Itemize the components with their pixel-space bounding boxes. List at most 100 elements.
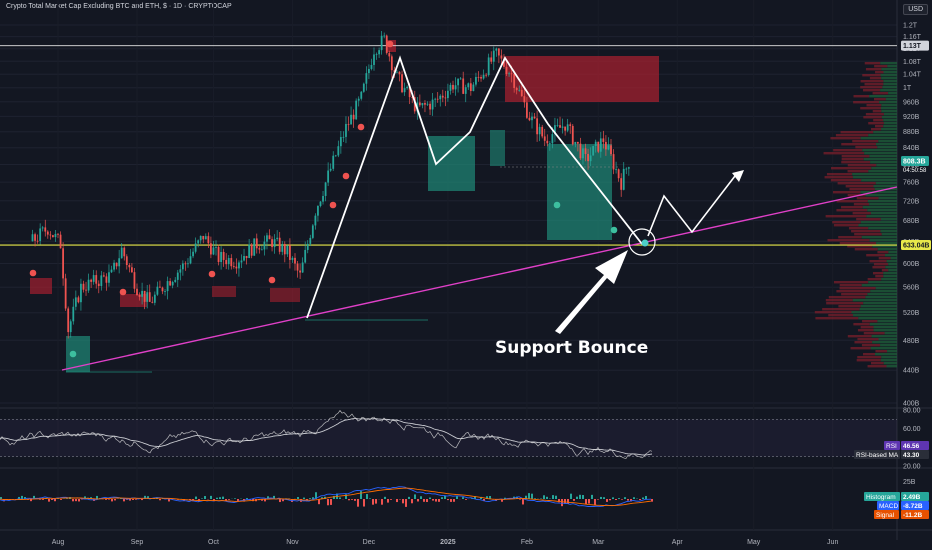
macd-histogram-bar [519,499,521,500]
macd-histogram-bar [411,499,413,504]
profile-buy-bar [886,260,897,263]
macd-histogram-bar [600,496,602,499]
candle-body [281,243,284,252]
candle-body [625,168,628,170]
candle-body [276,237,279,240]
profile-buy-bar [861,236,897,239]
candle-body [526,102,528,118]
macd-histogram-bar [141,499,143,501]
candle-body [457,78,459,86]
profile-sell-bar [833,281,869,284]
profile-sell-bar [847,170,869,173]
profile-buy-bar [869,239,897,242]
profile-buy-bar [871,167,897,170]
price-tick-label: 680B [903,218,920,225]
price-tick-label: 1.04T [903,72,922,79]
profile-buy-bar [868,170,897,173]
profile-buy-bar [883,113,897,116]
profile-buy-bar [871,335,897,338]
candle-body [220,251,222,263]
profile-sell-bar [863,332,885,335]
candle-body [523,96,526,103]
profile-buy-bar [860,305,897,308]
candle-body [238,262,240,269]
profile-sell-bar [861,344,881,347]
candle-body [31,234,34,242]
candle-body [411,97,414,98]
candle-body [317,206,319,216]
profile-sell-bar [852,140,879,143]
macd-histogram-bar [303,497,305,499]
price-label-support: 633.04B [903,243,929,250]
candle-body [380,35,383,51]
macd-histogram-bar [345,494,347,499]
candle-body [212,247,215,255]
candle-body [69,321,72,333]
candle-body [497,48,500,56]
profile-sell-bar [862,353,875,356]
candle-body [441,95,444,98]
candle-body [148,292,151,302]
signal-legend-value-bg [901,510,929,519]
profile-buy-bar [883,272,897,275]
price-tick-label: 1.2T [903,23,918,30]
profile-sell-bar [845,185,874,188]
profile-sell-bar [856,218,881,221]
macd-histogram-bar [570,493,572,499]
profile-sell-bar [872,110,882,113]
profile-sell-bar [866,254,885,257]
profile-sell-bar [872,92,889,95]
macd-histogram-bar [642,497,644,499]
candle-body [452,84,454,90]
lines-layer [0,45,898,373]
candle-body [515,87,518,91]
profile-buy-bar [881,68,897,71]
support-trendline [61,186,898,371]
profile-buy-bar [883,83,897,86]
profile-buy-bar [869,155,897,158]
macd-histogram-bar [363,499,365,507]
candle-body [355,100,358,120]
bounce-marker [641,239,649,247]
sell-signal-dot [268,276,276,284]
profile-sell-bar [839,242,877,245]
profile-sell-bar [871,128,882,131]
profile-buy-bar [864,152,897,155]
macd-histogram-bar [405,499,407,507]
candle-body [304,249,307,263]
macd-line [0,486,652,507]
macd-histogram-bar [381,499,383,505]
macd-histogram-bar [384,496,386,499]
candle-body [602,138,605,142]
candle-body [520,89,523,97]
candle-body [171,281,174,286]
candle-body [375,54,378,56]
candle-body [146,292,149,302]
rsi-legend-bg [884,441,900,450]
profile-buy-bar [880,218,897,221]
currency-button[interactable]: USD [903,4,928,15]
candle-body [159,286,161,288]
macd-histogram-bar [315,492,317,499]
profile-buy-bar [852,299,897,302]
candle-body [95,275,98,284]
price-label-level-high: 1.13T [903,43,922,50]
macd-histogram-bar [573,499,575,501]
profile-sell-bar [874,65,888,68]
profile-sell-bar [830,137,861,140]
candle-body [118,258,121,267]
macd-histogram-bar [525,495,527,499]
rsi-line [0,409,653,459]
macd-histogram-bar [360,491,362,499]
macd-histogram-bar [579,494,581,499]
candle-body [599,138,602,152]
profile-buy-bar [879,101,897,104]
macd-histogram-bar [261,499,263,501]
supply-zone [30,278,52,294]
profile-sell-bar [854,341,873,344]
candle-body [421,103,424,106]
candle-body [283,243,286,255]
candle-body [153,294,156,303]
